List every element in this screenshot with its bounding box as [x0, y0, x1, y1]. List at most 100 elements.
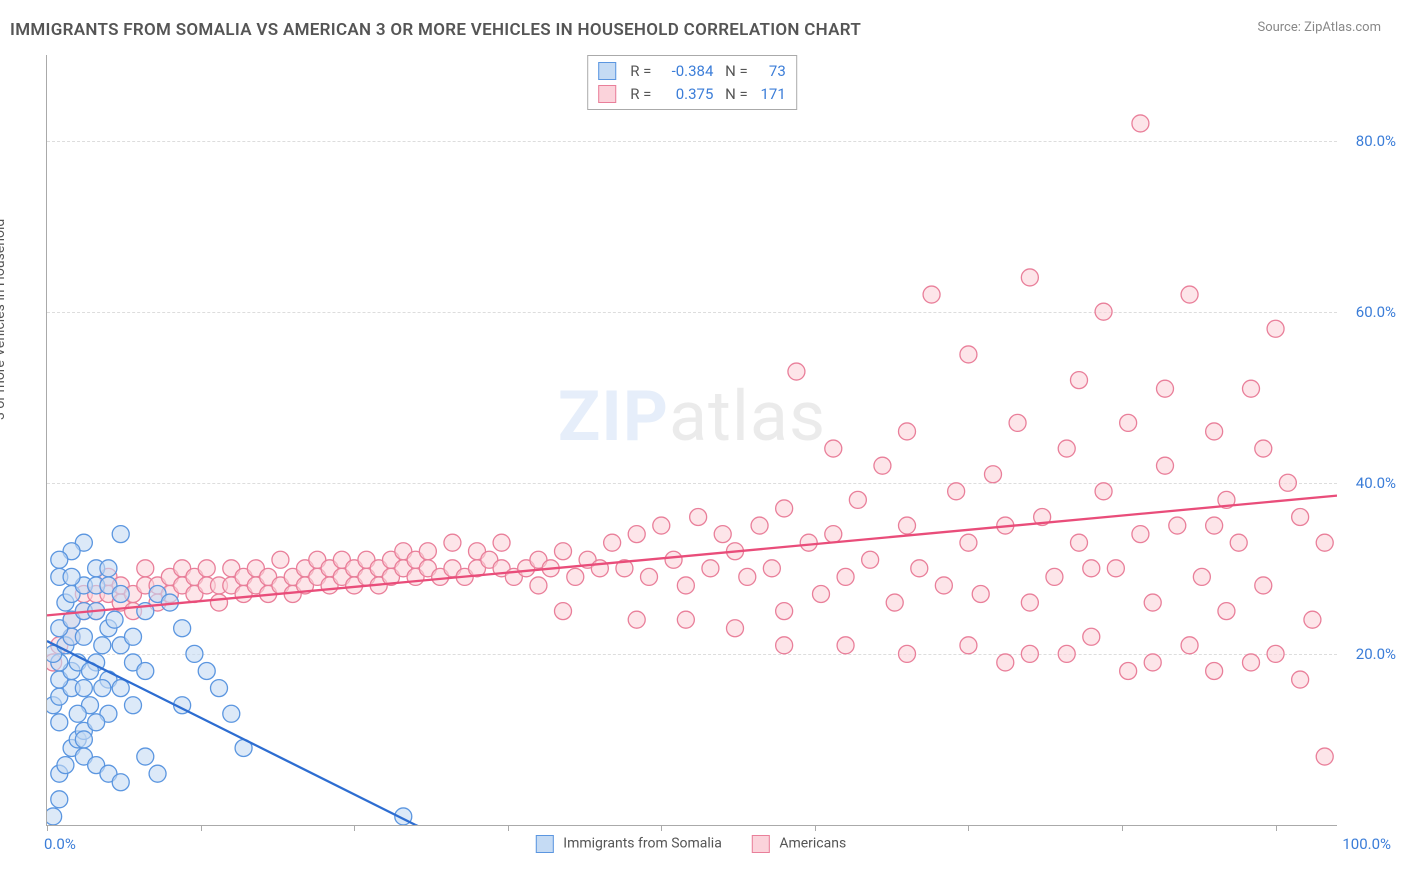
scatter-point-blue — [137, 663, 154, 680]
scatter-point-pink — [849, 491, 866, 508]
scatter-point-blue — [106, 611, 123, 628]
scatter-point-pink — [1107, 560, 1124, 577]
scatter-point-pink — [837, 568, 854, 585]
scatter-point-blue — [75, 680, 92, 697]
x-tick — [1276, 825, 1277, 831]
scatter-point-pink — [1120, 414, 1137, 431]
x-tick — [661, 825, 662, 831]
scatter-point-pink — [677, 611, 694, 628]
axis-swatch-pink — [752, 835, 770, 853]
y-axis-label: 3 or more Vehicles in Household — [0, 219, 8, 420]
legend-swatch-blue — [598, 62, 616, 80]
scatter-point-pink — [923, 286, 940, 303]
scatter-point-pink — [899, 423, 916, 440]
scatter-point-blue — [51, 791, 68, 808]
scatter-point-pink — [972, 586, 989, 603]
scatter-point-pink — [899, 645, 916, 662]
scatter-point-blue — [47, 808, 62, 825]
scatter-point-blue — [94, 637, 111, 654]
scatter-point-pink — [997, 654, 1014, 671]
scatter-point-pink — [1169, 517, 1186, 534]
stats-N-label: N = — [721, 60, 747, 83]
scatter-point-pink — [751, 517, 768, 534]
scatter-point-pink — [653, 517, 670, 534]
axis-legend-label-blue: Immigrants from Somalia — [563, 836, 722, 852]
chart-title: IMMIGRANTS FROM SOMALIA VS AMERICAN 3 OR… — [10, 20, 861, 40]
scatter-point-blue — [112, 526, 129, 543]
scatter-chart: ZIPatlas R = -0.384 N = 73 R = 0.375 N =… — [46, 55, 1336, 825]
scatter-point-blue — [63, 568, 80, 585]
scatter-point-pink — [1058, 440, 1075, 457]
stats-row-pink: R = 0.375 N = 171 — [598, 83, 786, 106]
scatter-point-pink — [776, 500, 793, 517]
scatter-point-blue — [112, 680, 129, 697]
scatter-point-blue — [100, 560, 117, 577]
scatter-point-pink — [1193, 568, 1210, 585]
scatter-point-pink — [1316, 748, 1333, 765]
scatter-point-pink — [788, 363, 805, 380]
scatter-svg — [47, 55, 1337, 825]
scatter-point-pink — [1230, 534, 1247, 551]
scatter-point-blue — [125, 697, 142, 714]
scatter-point-pink — [272, 551, 289, 568]
scatter-point-pink — [1304, 611, 1321, 628]
x-tick — [815, 825, 816, 831]
scatter-point-pink — [813, 586, 830, 603]
trend-line — [47, 641, 416, 825]
scatter-point-pink — [911, 560, 928, 577]
scatter-point-pink — [1021, 594, 1038, 611]
scatter-point-pink — [1243, 654, 1260, 671]
scatter-point-blue — [94, 680, 111, 697]
x-axis-legend: Immigrants from Somalia Americans — [536, 835, 846, 853]
x-tick — [1122, 825, 1123, 831]
scatter-point-pink — [960, 346, 977, 363]
scatter-point-pink — [714, 526, 731, 543]
scatter-point-blue — [211, 680, 228, 697]
scatter-point-pink — [1316, 534, 1333, 551]
scatter-point-pink — [874, 457, 891, 474]
scatter-point-pink — [886, 594, 903, 611]
scatter-point-pink — [1255, 440, 1272, 457]
scatter-point-blue — [223, 705, 240, 722]
scatter-point-pink — [935, 577, 952, 594]
scatter-point-pink — [1021, 645, 1038, 662]
scatter-point-pink — [727, 620, 744, 637]
axis-legend-item-blue: Immigrants from Somalia — [536, 835, 722, 853]
stats-N-blue: 73 — [756, 60, 786, 83]
scatter-point-blue — [186, 645, 203, 662]
scatter-point-pink — [1120, 663, 1137, 680]
y-tick-label: 80.0% — [1356, 132, 1396, 150]
stats-N-label: N = — [721, 83, 747, 106]
scatter-point-pink — [444, 534, 461, 551]
scatter-point-pink — [1267, 645, 1284, 662]
x-max-label: 100.0% — [1342, 835, 1391, 853]
scatter-point-pink — [1071, 372, 1088, 389]
scatter-point-pink — [1206, 663, 1223, 680]
scatter-point-pink — [555, 603, 572, 620]
scatter-point-pink — [862, 551, 879, 568]
scatter-point-pink — [702, 560, 719, 577]
scatter-point-pink — [1095, 303, 1112, 320]
scatter-point-pink — [1009, 414, 1026, 431]
stats-R-label: R = — [630, 83, 651, 106]
stats-R-blue: -0.384 — [659, 60, 713, 83]
scatter-point-pink — [1095, 483, 1112, 500]
scatter-point-pink — [677, 577, 694, 594]
scatter-point-blue — [88, 714, 105, 731]
scatter-point-pink — [1206, 423, 1223, 440]
axis-legend-label-pink: Americans — [779, 836, 846, 852]
x-tick — [968, 825, 969, 831]
scatter-point-pink — [837, 637, 854, 654]
scatter-point-pink — [960, 637, 977, 654]
scatter-point-pink — [137, 560, 154, 577]
scatter-point-pink — [198, 560, 215, 577]
scatter-point-pink — [1144, 594, 1161, 611]
y-tick-label: 40.0% — [1356, 474, 1396, 492]
scatter-point-pink — [1132, 115, 1149, 132]
scatter-point-pink — [800, 534, 817, 551]
scatter-point-pink — [211, 594, 228, 611]
scatter-point-blue — [75, 731, 92, 748]
scatter-point-pink — [960, 534, 977, 551]
scatter-point-blue — [57, 757, 74, 774]
scatter-point-blue — [137, 748, 154, 765]
